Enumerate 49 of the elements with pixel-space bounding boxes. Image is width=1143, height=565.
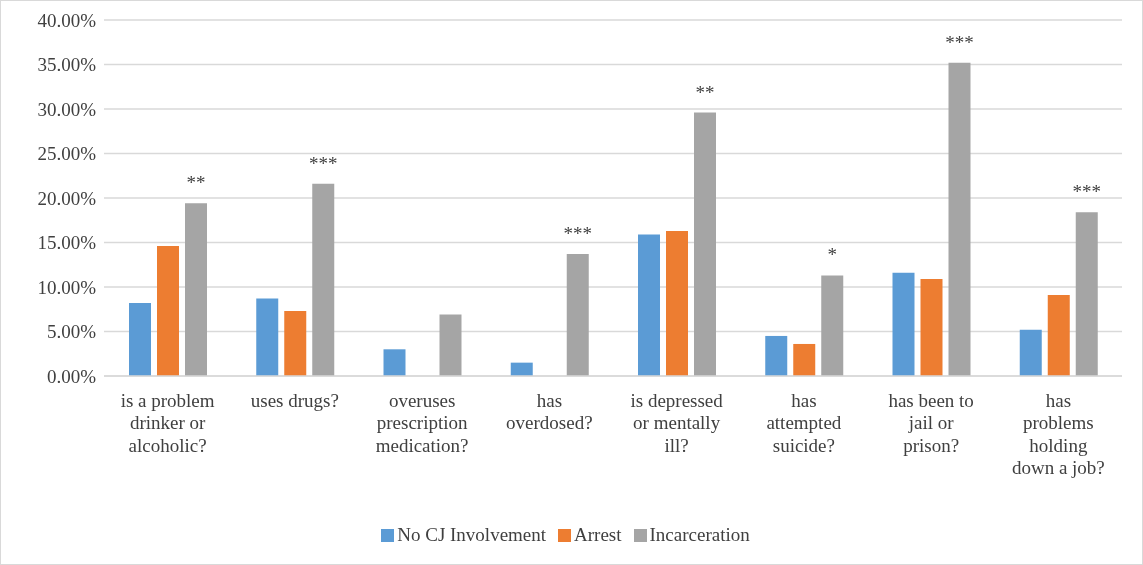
legend-label: No CJ Involvement — [396, 524, 547, 546]
bar — [821, 275, 844, 376]
bar — [510, 362, 533, 376]
y-tick-label: 25.00% — [37, 143, 97, 165]
data-label: ** — [186, 172, 206, 194]
legend-label: Arrest — [573, 524, 622, 546]
data-label: * — [827, 244, 837, 266]
bar — [383, 349, 406, 376]
y-tick-label: 20.00% — [37, 187, 97, 209]
bar — [892, 272, 915, 376]
x-tick-label: has overdosed? — [506, 390, 593, 434]
y-tick-label: 0.00% — [46, 365, 97, 387]
y-tick-label: 40.00% — [37, 9, 97, 31]
x-tick-label: has problems holding down a job? — [1011, 390, 1105, 479]
data-label: *** — [309, 152, 338, 174]
x-tick-label: uses drugs? — [250, 390, 339, 411]
y-tick-label: 35.00% — [37, 54, 97, 76]
bar — [185, 203, 207, 376]
bar — [694, 112, 716, 376]
bar — [566, 254, 589, 376]
bar — [284, 311, 307, 376]
data-label: *** — [1072, 181, 1101, 203]
bar — [312, 183, 335, 376]
bar — [1019, 329, 1042, 376]
legend-label: Incarceration — [648, 524, 750, 546]
bar — [129, 303, 151, 376]
bar — [439, 314, 462, 376]
x-tick-label: has attempted suicide? — [766, 390, 842, 456]
x-tick-label: is depressed or mentally ill? — [630, 390, 724, 456]
y-tick-label: 10.00% — [37, 276, 97, 298]
bar — [256, 298, 279, 376]
bar — [1047, 295, 1070, 376]
bar — [666, 230, 688, 376]
data-label: *** — [563, 223, 592, 245]
x-tick-label: is a problem drinker or alcoholic? — [120, 390, 215, 456]
bar — [920, 278, 943, 376]
y-tick-label: 30.00% — [37, 98, 97, 120]
y-tick-label: 5.00% — [46, 321, 97, 343]
bar — [765, 335, 788, 376]
data-label: ** — [695, 81, 715, 103]
bar — [948, 62, 971, 376]
bar — [1075, 212, 1098, 376]
bar — [793, 343, 816, 376]
bar — [157, 246, 179, 376]
x-tick-label: has been to jail or prison? — [888, 390, 974, 456]
data-label: *** — [945, 31, 974, 53]
x-tick-label: overuses prescription medication? — [375, 390, 469, 456]
bar — [638, 234, 660, 376]
y-tick-label: 15.00% — [37, 232, 97, 254]
